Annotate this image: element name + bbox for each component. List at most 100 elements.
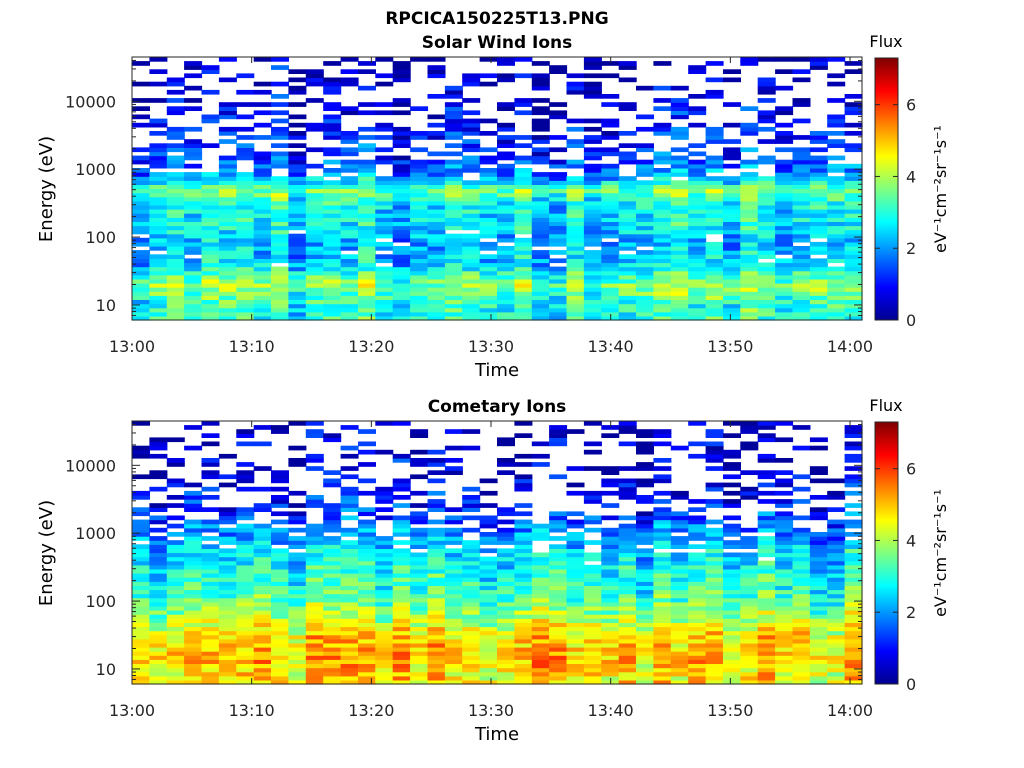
heatmap-cell [514, 655, 533, 660]
heatmap-cell [583, 65, 602, 70]
heatmap-cell [670, 184, 689, 190]
heatmap-cell [775, 135, 794, 140]
heatmap-cell [670, 168, 689, 173]
heatmap-cell [288, 577, 307, 582]
heatmap-cell [358, 626, 376, 632]
heatmap-cell [653, 581, 672, 586]
heatmap-cell [253, 663, 272, 669]
heatmap-cell [740, 311, 759, 317]
heatmap-cell [444, 429, 463, 434]
heatmap-cell [218, 642, 237, 648]
heatmap-cell [184, 291, 203, 296]
heatmap-cell [757, 540, 776, 545]
heatmap-cell [653, 532, 672, 537]
heatmap-cell [427, 213, 446, 218]
heatmap-cell [601, 118, 620, 124]
heatmap-cell [670, 254, 689, 259]
heatmap-cell [323, 258, 342, 264]
heatmap-cell [479, 221, 498, 227]
heatmap-cell [670, 527, 689, 533]
heatmap-cell [166, 126, 185, 132]
heatmap-cell [358, 507, 376, 512]
heatmap-cell [166, 544, 185, 549]
heatmap-cell [583, 57, 602, 62]
heatmap-cell [444, 507, 463, 512]
heatmap-cell [514, 73, 533, 79]
heatmap-cell [462, 503, 481, 508]
heatmap-cell [844, 184, 863, 190]
heatmap-cell [723, 77, 741, 83]
heatmap-cell [427, 192, 446, 198]
heatmap-cell [653, 466, 672, 471]
heatmap-cell [288, 299, 307, 305]
heatmap-cell [514, 102, 533, 107]
heatmap-cell [444, 655, 463, 660]
heatmap-cell [775, 638, 794, 644]
heatmap-cell [427, 597, 446, 603]
heatmap-cell [514, 237, 533, 243]
heatmap-cell [740, 254, 759, 259]
heatmap-cell [566, 176, 585, 181]
heatmap-cell [827, 180, 846, 185]
heatmap-cell [618, 614, 637, 619]
heatmap-cell [340, 192, 359, 198]
heatmap-cell [392, 172, 411, 177]
heatmap-cell [392, 262, 411, 268]
heatmap-cell [271, 552, 289, 558]
heatmap-cell [479, 287, 498, 292]
heatmap-cell [253, 679, 272, 685]
heatmap-cell [688, 655, 707, 660]
heatmap-cell [201, 630, 220, 636]
heatmap-cell [827, 556, 846, 562]
heatmap-cell [497, 295, 515, 300]
heatmap-cell [410, 544, 429, 549]
heatmap-cell [410, 532, 429, 537]
heatmap-cell [653, 564, 672, 570]
heatmap-cell [531, 254, 550, 259]
heatmap-cell [757, 188, 776, 194]
heatmap-cell [497, 441, 515, 447]
heatmap-cell [184, 663, 203, 669]
heatmap-cell [149, 441, 168, 447]
heatmap-cell [723, 552, 741, 558]
heatmap-cell [427, 200, 446, 206]
heatmap-cell [618, 77, 637, 83]
heatmap-cell [723, 474, 741, 480]
heatmap-cell [757, 573, 776, 578]
heatmap-cell [340, 675, 359, 681]
heatmap-cell [427, 196, 446, 202]
heatmap-cell [184, 536, 203, 541]
heatmap-cell [827, 291, 846, 296]
heatmap-cell [844, 552, 863, 558]
heatmap-cell [427, 250, 446, 255]
heatmap-cell [775, 573, 794, 578]
heatmap-cell [132, 168, 150, 173]
heatmap-cell [618, 601, 637, 607]
heatmap-cell [653, 663, 672, 669]
heatmap-cell [132, 221, 150, 227]
heatmap-cell [358, 135, 376, 140]
heatmap-cell [132, 196, 150, 202]
heatmap-cell [166, 172, 185, 177]
heatmap-cell [166, 221, 185, 227]
heatmap-cell [705, 642, 724, 648]
heatmap-cell [323, 266, 342, 272]
heatmap-cell [166, 291, 185, 296]
heatmap-cell [462, 159, 481, 165]
heatmap-cell [253, 295, 272, 300]
heatmap-cell [566, 564, 585, 570]
heatmap-cell [514, 192, 533, 198]
heatmap-cell [653, 192, 672, 198]
heatmap-cell [236, 675, 255, 681]
heatmap-cell [305, 204, 324, 210]
heatmap-cell [271, 597, 289, 603]
heatmap-cell [688, 283, 707, 288]
heatmap-cell [218, 233, 237, 239]
heatmap-cell [427, 589, 446, 595]
heatmap-cell [827, 634, 846, 640]
heatmap-cell [462, 295, 481, 300]
heatmap-cell [809, 679, 828, 685]
heatmap-cell [184, 315, 203, 321]
heatmap-cell [549, 315, 568, 321]
heatmap-cell [392, 651, 411, 656]
